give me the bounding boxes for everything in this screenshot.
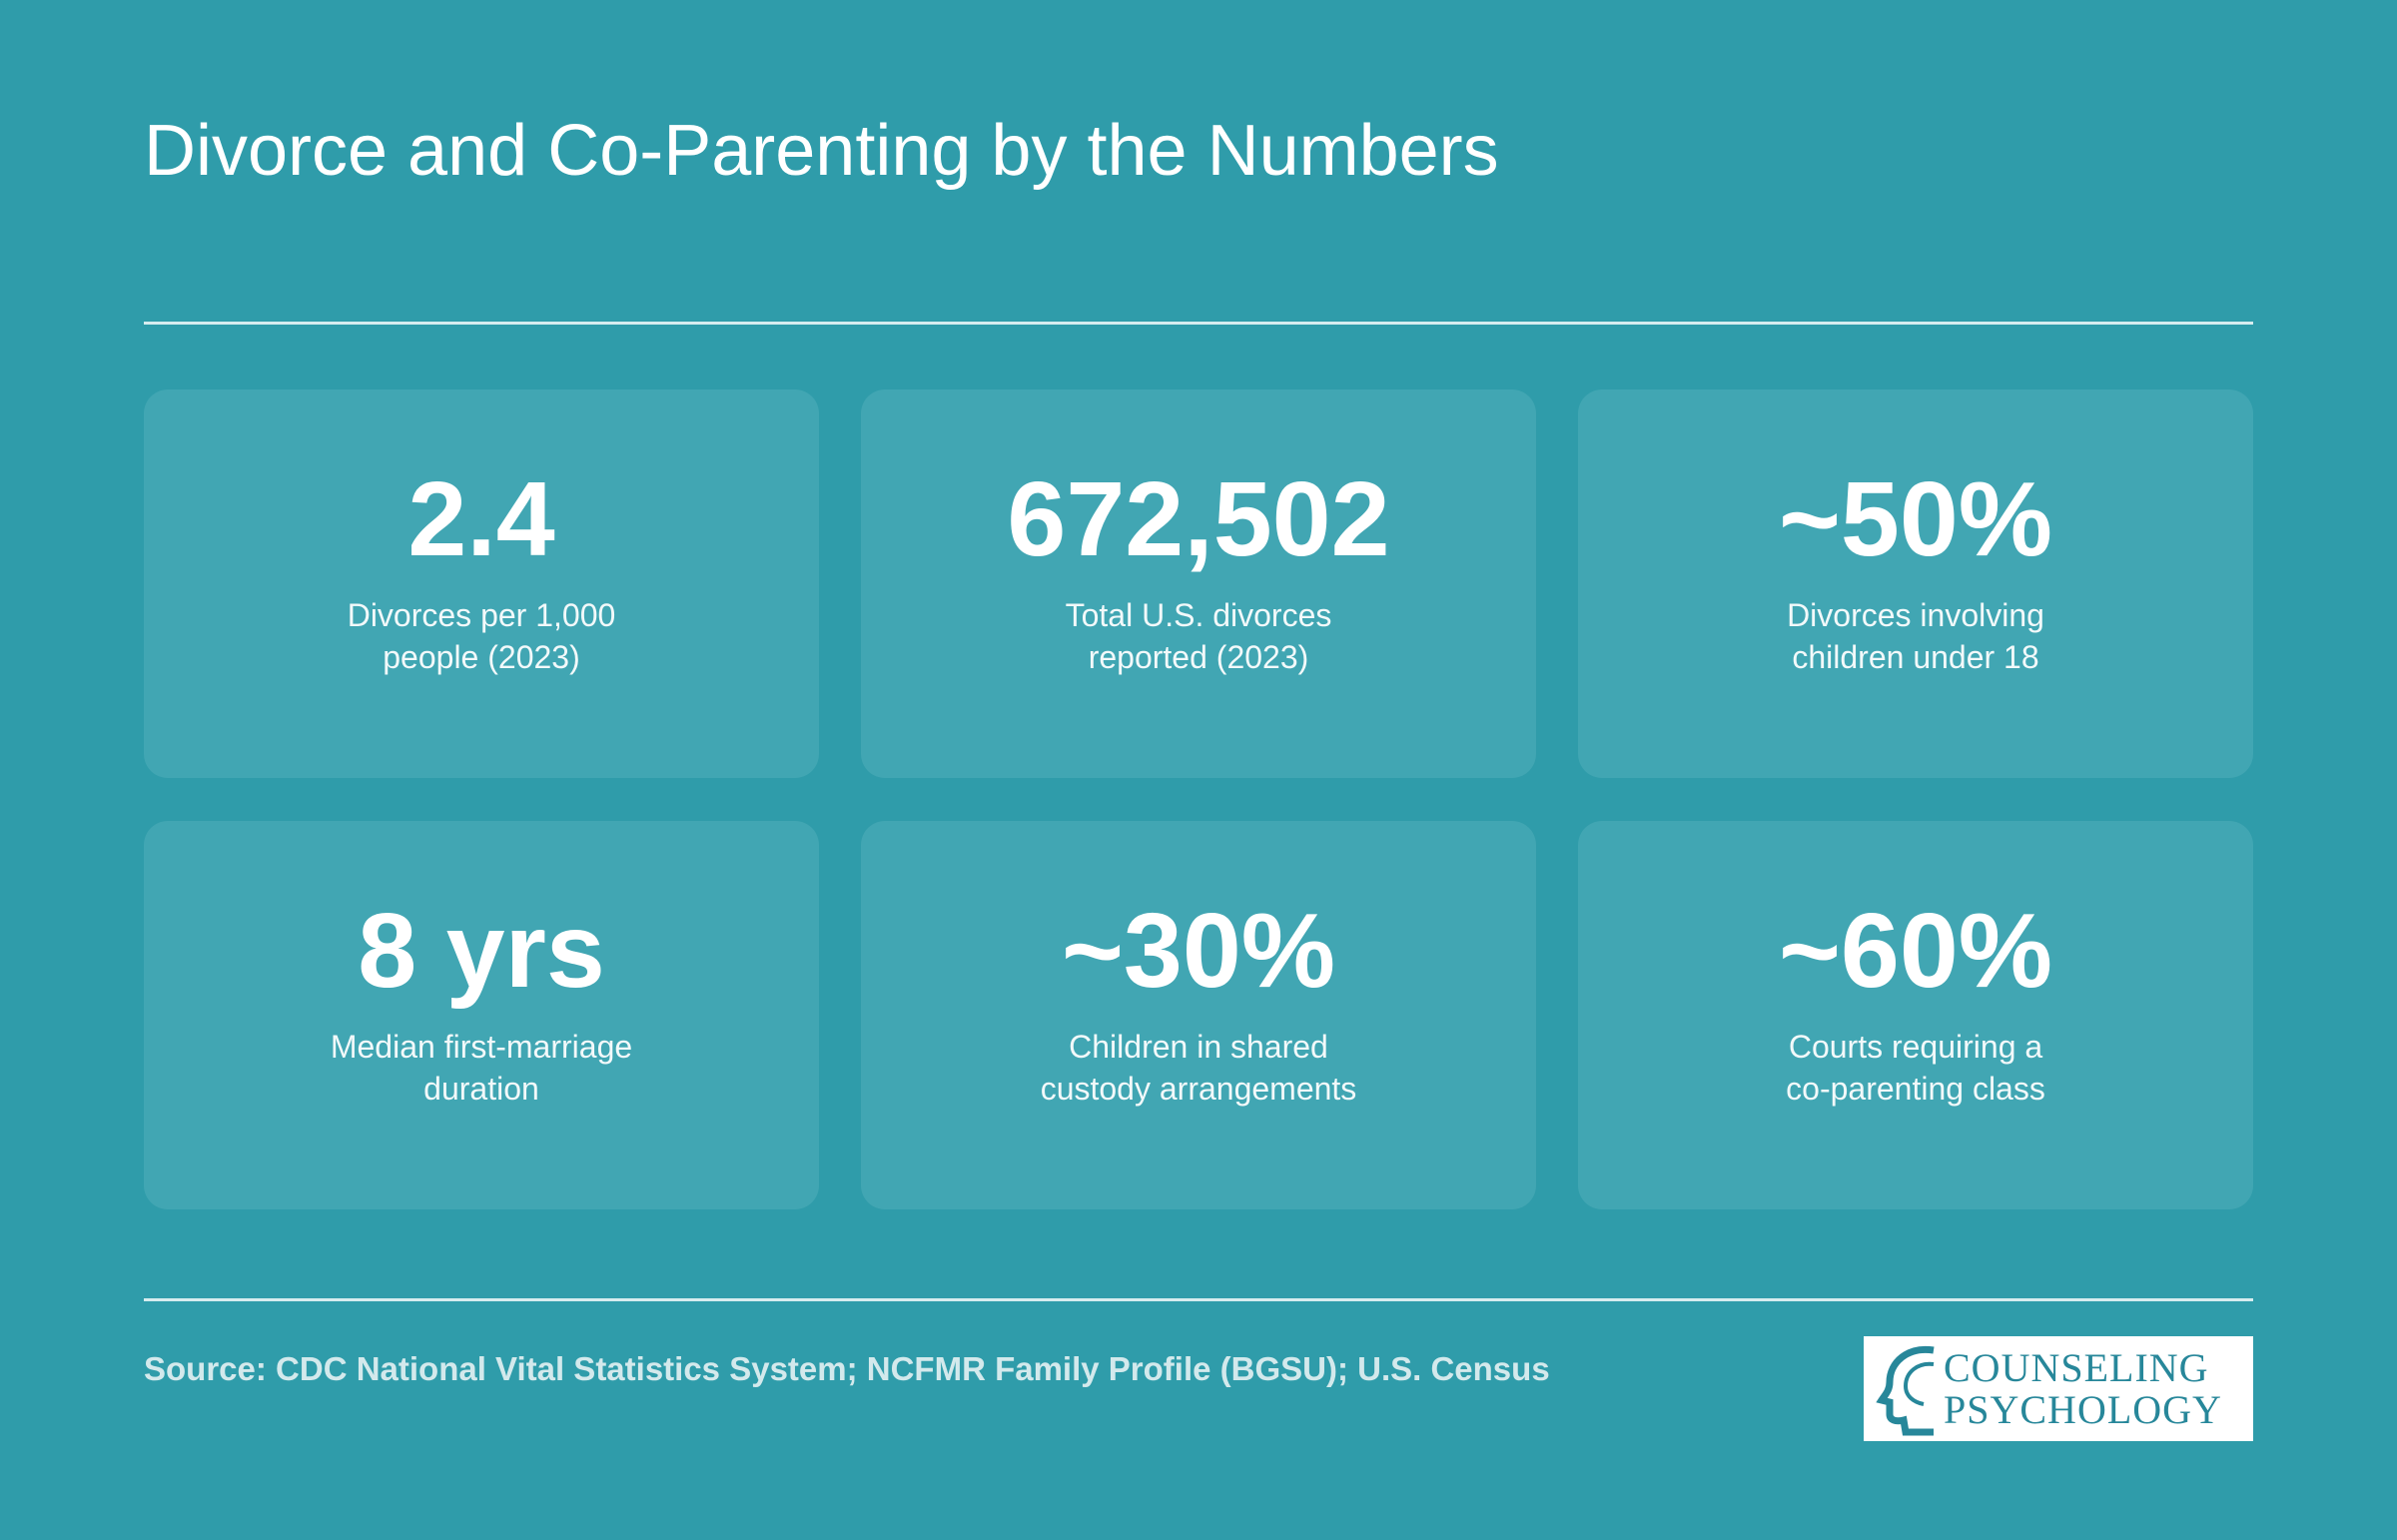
divider (144, 1298, 2253, 1301)
source-note: Source: CDC National Vital Statistics Sy… (144, 1350, 1550, 1387)
logo-text: COUNSELING (1944, 1345, 2209, 1390)
stat-card: 8 yrs Median first-marriage duration (144, 821, 819, 1209)
stat-label: people (2023) (383, 638, 580, 675)
stat-value: ~30% (1061, 891, 1336, 1010)
stat-card: ~30% Children in shared custody arrangemen… (861, 821, 1536, 1209)
stat-card: ~50% Divorces involving children under 18 (1578, 389, 2253, 778)
page-title: Divorce and Co-Parenting by the Numbers (144, 111, 1499, 191)
logo-icon (1876, 1345, 1935, 1436)
stat-card: 2.4 Divorces per 1,000 people (2023) (144, 389, 819, 778)
stat-value: ~50% (1778, 459, 2053, 578)
stat-label: duration (423, 1070, 539, 1107)
stat-label: Total U.S. divorces (1065, 596, 1332, 633)
stat-label: children under 18 (1792, 638, 2039, 675)
stat-label: co-parenting class (1786, 1070, 2045, 1107)
stat-label: Children in shared (1069, 1028, 1328, 1065)
logo: COUNSELING PSYCHOLOGY (1864, 1336, 2253, 1441)
stat-value: ~60% (1778, 891, 2053, 1010)
stat-value: 672,502 (1007, 459, 1390, 578)
divider (144, 322, 2253, 325)
stat-card: ~60% Courts requiring a co-parenting class (1578, 821, 2253, 1209)
stat-label: custody arrangements (1040, 1070, 1357, 1107)
stat-grid: 2.4 Divorces per 1,000 people (2023) 672,50… (144, 389, 2253, 1209)
stat-value: 2.4 (407, 459, 555, 578)
stat-label: Divorces involving (1787, 596, 2044, 633)
stat-label: reported (2023) (1088, 638, 1309, 675)
stat-card: 672,502 Total U.S. divorces reported (2023… (861, 389, 1536, 778)
stat-label: Median first-marriage (330, 1028, 633, 1065)
stat-value: 8 yrs (358, 891, 605, 1010)
logo-text: PSYCHOLOGY (1944, 1387, 2222, 1432)
stat-label: Courts requiring a (1788, 1028, 2043, 1065)
stat-label: Divorces per 1,000 (347, 596, 616, 633)
